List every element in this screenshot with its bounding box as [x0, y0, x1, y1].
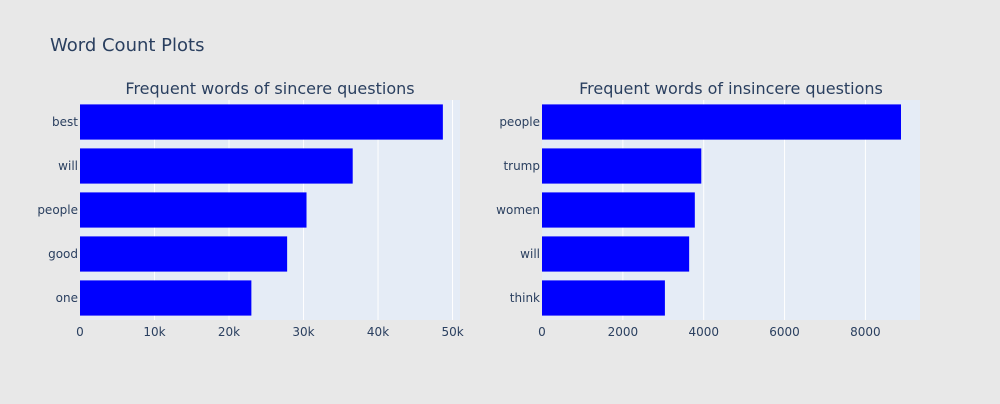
subplots: best will people good one 0 10k 20k 30k 40k 50k Fre…: [37, 79, 920, 339]
y-tick-label: one: [56, 291, 78, 305]
subplot-title: Frequent words of sincere questions: [125, 79, 414, 98]
subplot-2: people trump women will think 0 2000 4000 6000 80…: [496, 79, 920, 339]
x-tick-label: 10k: [143, 325, 165, 339]
x-tick-label: 40k: [367, 325, 389, 339]
bar-people: [80, 192, 307, 228]
y-tick-label: women: [496, 203, 540, 217]
x-tick-label: 50k: [441, 325, 463, 339]
bar-think: [542, 280, 665, 316]
x-tick-label: 0: [538, 325, 546, 339]
y-tick-label: think: [510, 291, 540, 305]
subplot-title: Frequent words of insincere questions: [579, 79, 883, 98]
bar-good: [80, 236, 288, 272]
bar-will: [542, 236, 690, 272]
x-tick-label: 4000: [688, 325, 719, 339]
x-tick-label: 8000: [850, 325, 881, 339]
bar-one: [80, 280, 252, 316]
bar-will: [80, 148, 353, 184]
x-tick-label: 6000: [769, 325, 800, 339]
figure-title: Word Count Plots: [50, 35, 204, 56]
bar-people: [542, 104, 901, 140]
y-tick-label: best: [52, 115, 78, 129]
x-tick-label: 2000: [608, 325, 639, 339]
y-tick-label: good: [48, 247, 78, 261]
subplot-1: best will people good one 0 10k 20k 30k 40k 50k Fre…: [37, 79, 463, 339]
y-tick-label: trump: [503, 159, 540, 173]
bar-trump: [542, 148, 702, 184]
y-tick-label: will: [58, 159, 78, 173]
bar-best: [80, 104, 443, 140]
y-tick-label: people: [499, 115, 540, 129]
x-tick-label: 30k: [292, 325, 314, 339]
y-tick-label: people: [37, 203, 78, 217]
x-tick-label: 0: [76, 325, 84, 339]
x-tick-label: 20k: [218, 325, 240, 339]
bar-women: [542, 192, 695, 228]
y-tick-label: will: [520, 247, 540, 261]
